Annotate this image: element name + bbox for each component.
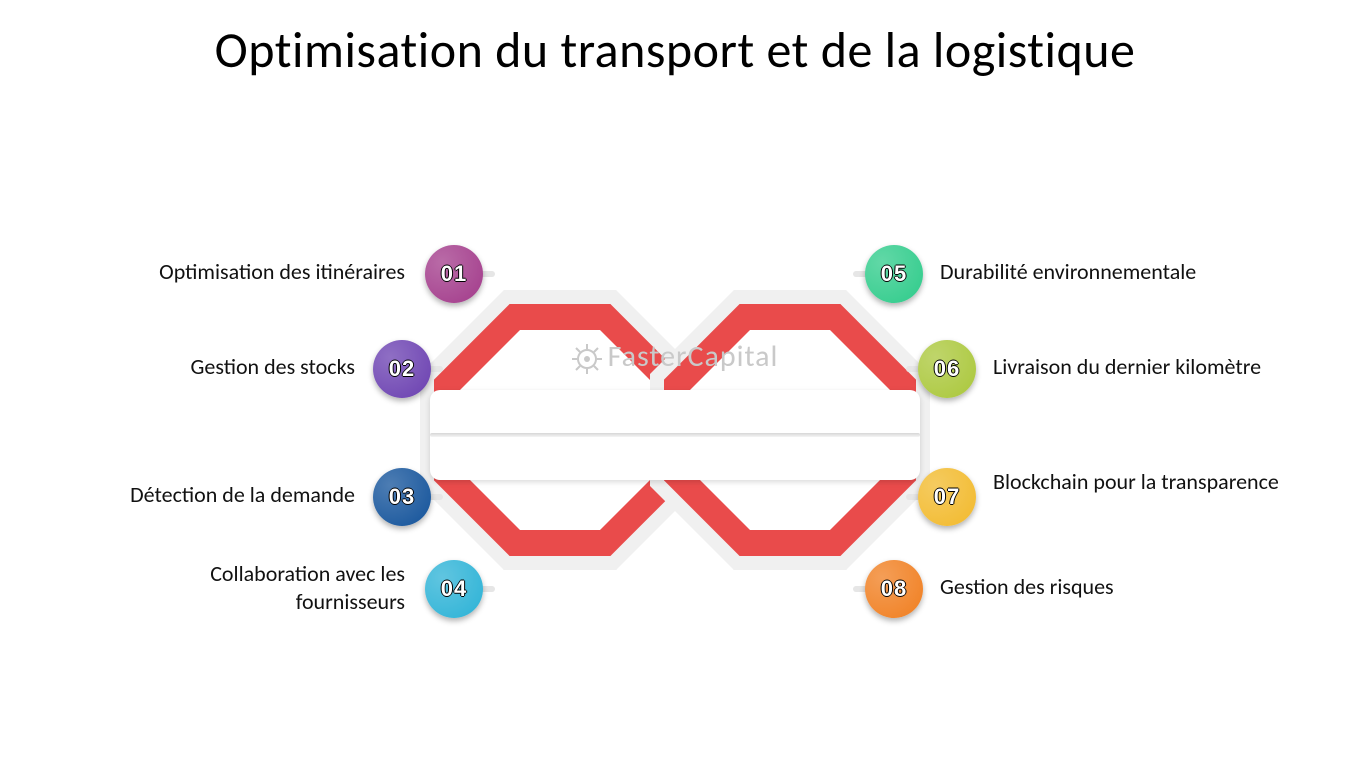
label-07: Blockchain pour la transparence: [993, 468, 1293, 496]
badge-02: 02: [373, 340, 431, 398]
badge-07: 07: [918, 468, 976, 526]
badge-06: 06: [918, 340, 976, 398]
badge-08: 08: [865, 560, 923, 618]
badge-number: 05: [865, 245, 923, 303]
watermark-text: FasterCapital: [608, 338, 779, 375]
badge-number: 01: [425, 245, 483, 303]
center-band-divider: [430, 433, 920, 437]
label-04: Collaboration avec les fournisseurs: [105, 560, 405, 615]
label-08: Gestion des risques: [940, 573, 1300, 601]
page-title: Optimisation du transport et de la logis…: [0, 20, 1350, 81]
badge-03: 03: [373, 468, 431, 526]
infographic-stage: Optimisation du transport et de la logis…: [0, 0, 1350, 769]
badge-number: 07: [918, 468, 976, 526]
label-02: Gestion des stocks: [55, 353, 355, 381]
badge-number: 08: [865, 560, 923, 618]
badge-number: 02: [373, 340, 431, 398]
label-03: Détection de la demande: [55, 481, 355, 509]
badge-number: 04: [425, 560, 483, 618]
badge-04: 04: [425, 560, 483, 618]
label-06: Livraison du dernier kilomètre: [993, 353, 1350, 381]
badge-01: 01: [425, 245, 483, 303]
label-01: Optimisation des itinéraires: [105, 258, 405, 286]
badge-number: 03: [373, 468, 431, 526]
badge-05: 05: [865, 245, 923, 303]
label-05: Durabilité environnementale: [940, 258, 1300, 286]
gear-icon: [572, 344, 602, 374]
badge-number: 06: [918, 340, 976, 398]
